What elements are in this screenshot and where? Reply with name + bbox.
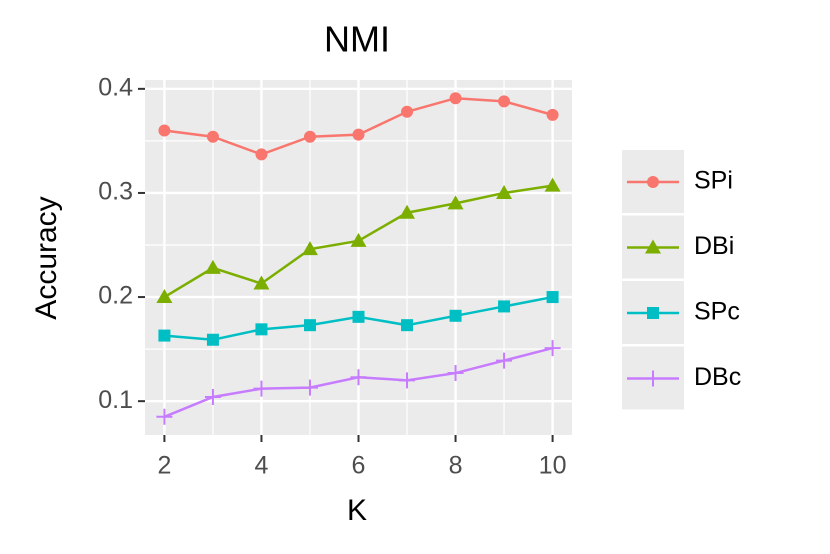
marker: [352, 310, 365, 323]
y-axis-label: Accuracy: [30, 196, 63, 319]
marker: [156, 289, 173, 304]
marker: [350, 369, 367, 386]
x-tick-label: 2: [157, 452, 171, 480]
marker: [449, 309, 462, 322]
legend-marker: [647, 176, 659, 188]
marker: [447, 365, 464, 382]
marker: [449, 92, 462, 105]
marker: [255, 323, 268, 336]
legend-label: DBc: [694, 363, 741, 391]
marker: [206, 333, 219, 346]
y-tick-label: 0.1: [98, 386, 133, 414]
legend-label: SPi: [694, 167, 733, 195]
marker: [496, 352, 513, 369]
marker: [546, 108, 559, 121]
marker: [401, 319, 414, 332]
marker: [156, 408, 173, 425]
marker: [204, 389, 221, 406]
marker: [544, 340, 561, 357]
marker: [544, 177, 561, 192]
marker: [253, 380, 270, 397]
marker: [401, 105, 414, 118]
x-tick-label: 10: [539, 452, 567, 480]
marker: [158, 124, 171, 137]
legend-label: SPc: [694, 298, 740, 326]
marker: [498, 95, 511, 108]
marker: [255, 148, 268, 161]
legend-marker: [645, 370, 661, 387]
marker: [303, 319, 316, 332]
legend-label: DBi: [694, 232, 734, 260]
marker: [301, 241, 318, 256]
marker: [399, 372, 416, 389]
legend-marker: [647, 307, 659, 319]
y-tick-label: 0.2: [98, 282, 133, 310]
marker: [206, 130, 219, 143]
chart-title: NMI: [324, 19, 390, 60]
x-tick-label: 4: [255, 452, 269, 480]
y-tick-label: 0.4: [98, 73, 133, 101]
marker: [301, 379, 318, 396]
marker: [253, 275, 270, 290]
x-axis-label: K: [347, 494, 367, 527]
marker: [498, 300, 511, 313]
marker: [496, 184, 513, 199]
marker: [447, 195, 464, 210]
legend-marker: [645, 239, 661, 254]
y-tick-label: 0.3: [98, 178, 133, 206]
marker: [350, 232, 367, 247]
x-tick-label: 8: [449, 452, 463, 480]
marker: [399, 204, 416, 219]
marker: [352, 128, 365, 141]
marker: [204, 259, 221, 274]
marker: [158, 329, 171, 342]
x-tick-label: 6: [352, 452, 366, 480]
marker: [303, 130, 316, 143]
marker: [546, 291, 559, 304]
